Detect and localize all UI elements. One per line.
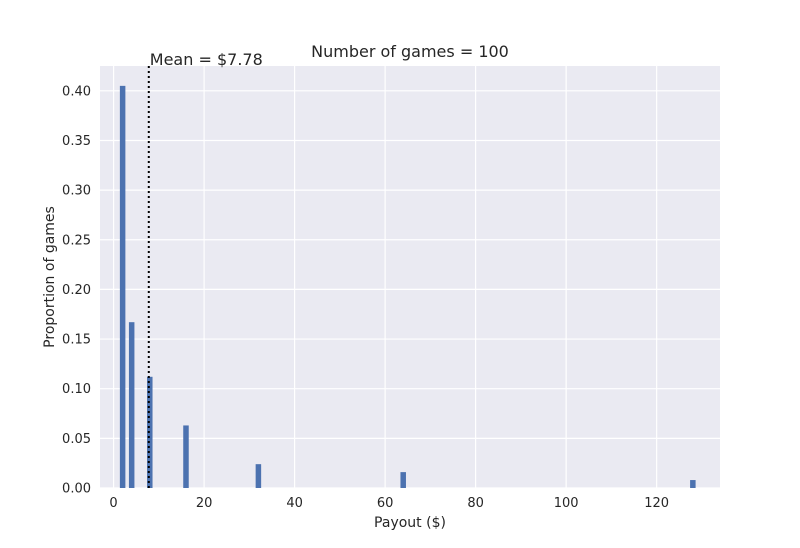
y-tick-label: 0.20 [62,283,91,298]
x-tick-label: 100 [554,496,579,511]
y-tick-labels: 0.00 0.05 0.10 0.15 0.20 0.25 0.30 0.35 0.40 [62,84,91,496]
y-tick-label: 0.35 [62,134,91,149]
x-axis-label: Payout ($) [374,515,446,531]
grid-lines [100,66,720,489]
y-tick-label: 0.15 [62,333,91,348]
x-tick-label: 60 [377,496,394,511]
x-tick-label: 120 [644,496,669,511]
x-tick-labels: 0 20 40 60 80 100 120 [109,496,669,511]
x-tick-label: 20 [196,496,213,511]
y-tick-label: 0.00 [62,482,91,497]
bar [690,480,696,488]
bar [183,425,189,488]
bar [128,322,135,488]
y-tick-label: 0.10 [62,382,91,397]
mean-label: Mean = $7.78 [150,50,263,69]
bar [400,472,406,488]
y-tick-label: 0.30 [62,184,91,199]
x-tick-label: 0 [109,496,117,511]
y-tick-label: 0.05 [62,432,91,447]
chart-title: Number of games = 100 [311,42,509,61]
y-axis-label: Proportion of games [42,206,58,348]
x-tick-label: 80 [467,496,484,511]
plot-background [100,66,720,488]
x-tick-label: 40 [286,496,303,511]
y-tick-label: 0.40 [62,84,91,99]
bar [119,85,126,488]
y-tick-label: 0.25 [62,233,91,248]
bar [255,464,262,488]
